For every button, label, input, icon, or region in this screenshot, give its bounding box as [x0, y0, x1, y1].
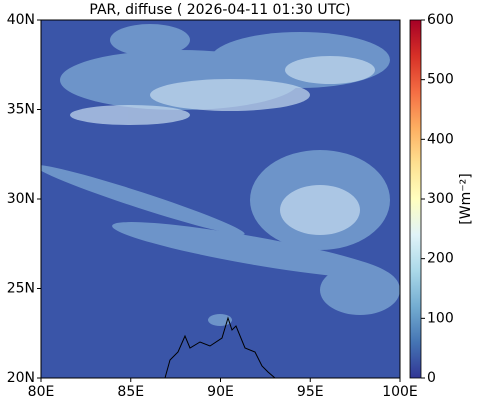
- colorbar-tick-label: 100: [427, 310, 454, 326]
- x-tick-label: 100E: [382, 384, 418, 400]
- y-tick-label: 40N: [7, 12, 35, 28]
- cloud: [285, 56, 375, 84]
- cloud: [41, 165, 245, 235]
- y-tick-label: 30N: [7, 191, 35, 207]
- colorbar-label: [Wm⁻²]: [458, 173, 474, 224]
- colorbar-tick-label: 600: [427, 12, 454, 28]
- colorbar-tick-label: 0: [427, 370, 436, 386]
- colorbar-tick-label: 500: [427, 72, 454, 88]
- cloud: [110, 24, 190, 56]
- cloud: [320, 265, 400, 315]
- colorbar-tick-label: 300: [427, 191, 454, 207]
- x-tick-label: 90E: [207, 384, 234, 400]
- coastline: [164, 316, 276, 378]
- colorbar-tick-label: 200: [427, 251, 454, 267]
- map-field: [41, 20, 400, 378]
- y-tick-label: 35N: [7, 102, 35, 118]
- chart-title: PAR, diffuse ( 2026-04-11 01:30 UTC): [89, 2, 350, 18]
- x-tick-label: 85E: [117, 384, 144, 400]
- x-tick-label: 95E: [297, 384, 324, 400]
- cloud: [112, 222, 388, 278]
- bright-clouds: [70, 56, 375, 235]
- colorbar-tick-label: 400: [427, 131, 454, 147]
- cloud: [280, 185, 360, 235]
- cloud: [70, 105, 190, 125]
- colorbar: [409, 19, 422, 379]
- cloud: [150, 79, 310, 111]
- y-tick-label: 20N: [7, 370, 35, 386]
- x-tick-label: 80E: [28, 384, 55, 400]
- y-tick-label: 25N: [7, 281, 35, 297]
